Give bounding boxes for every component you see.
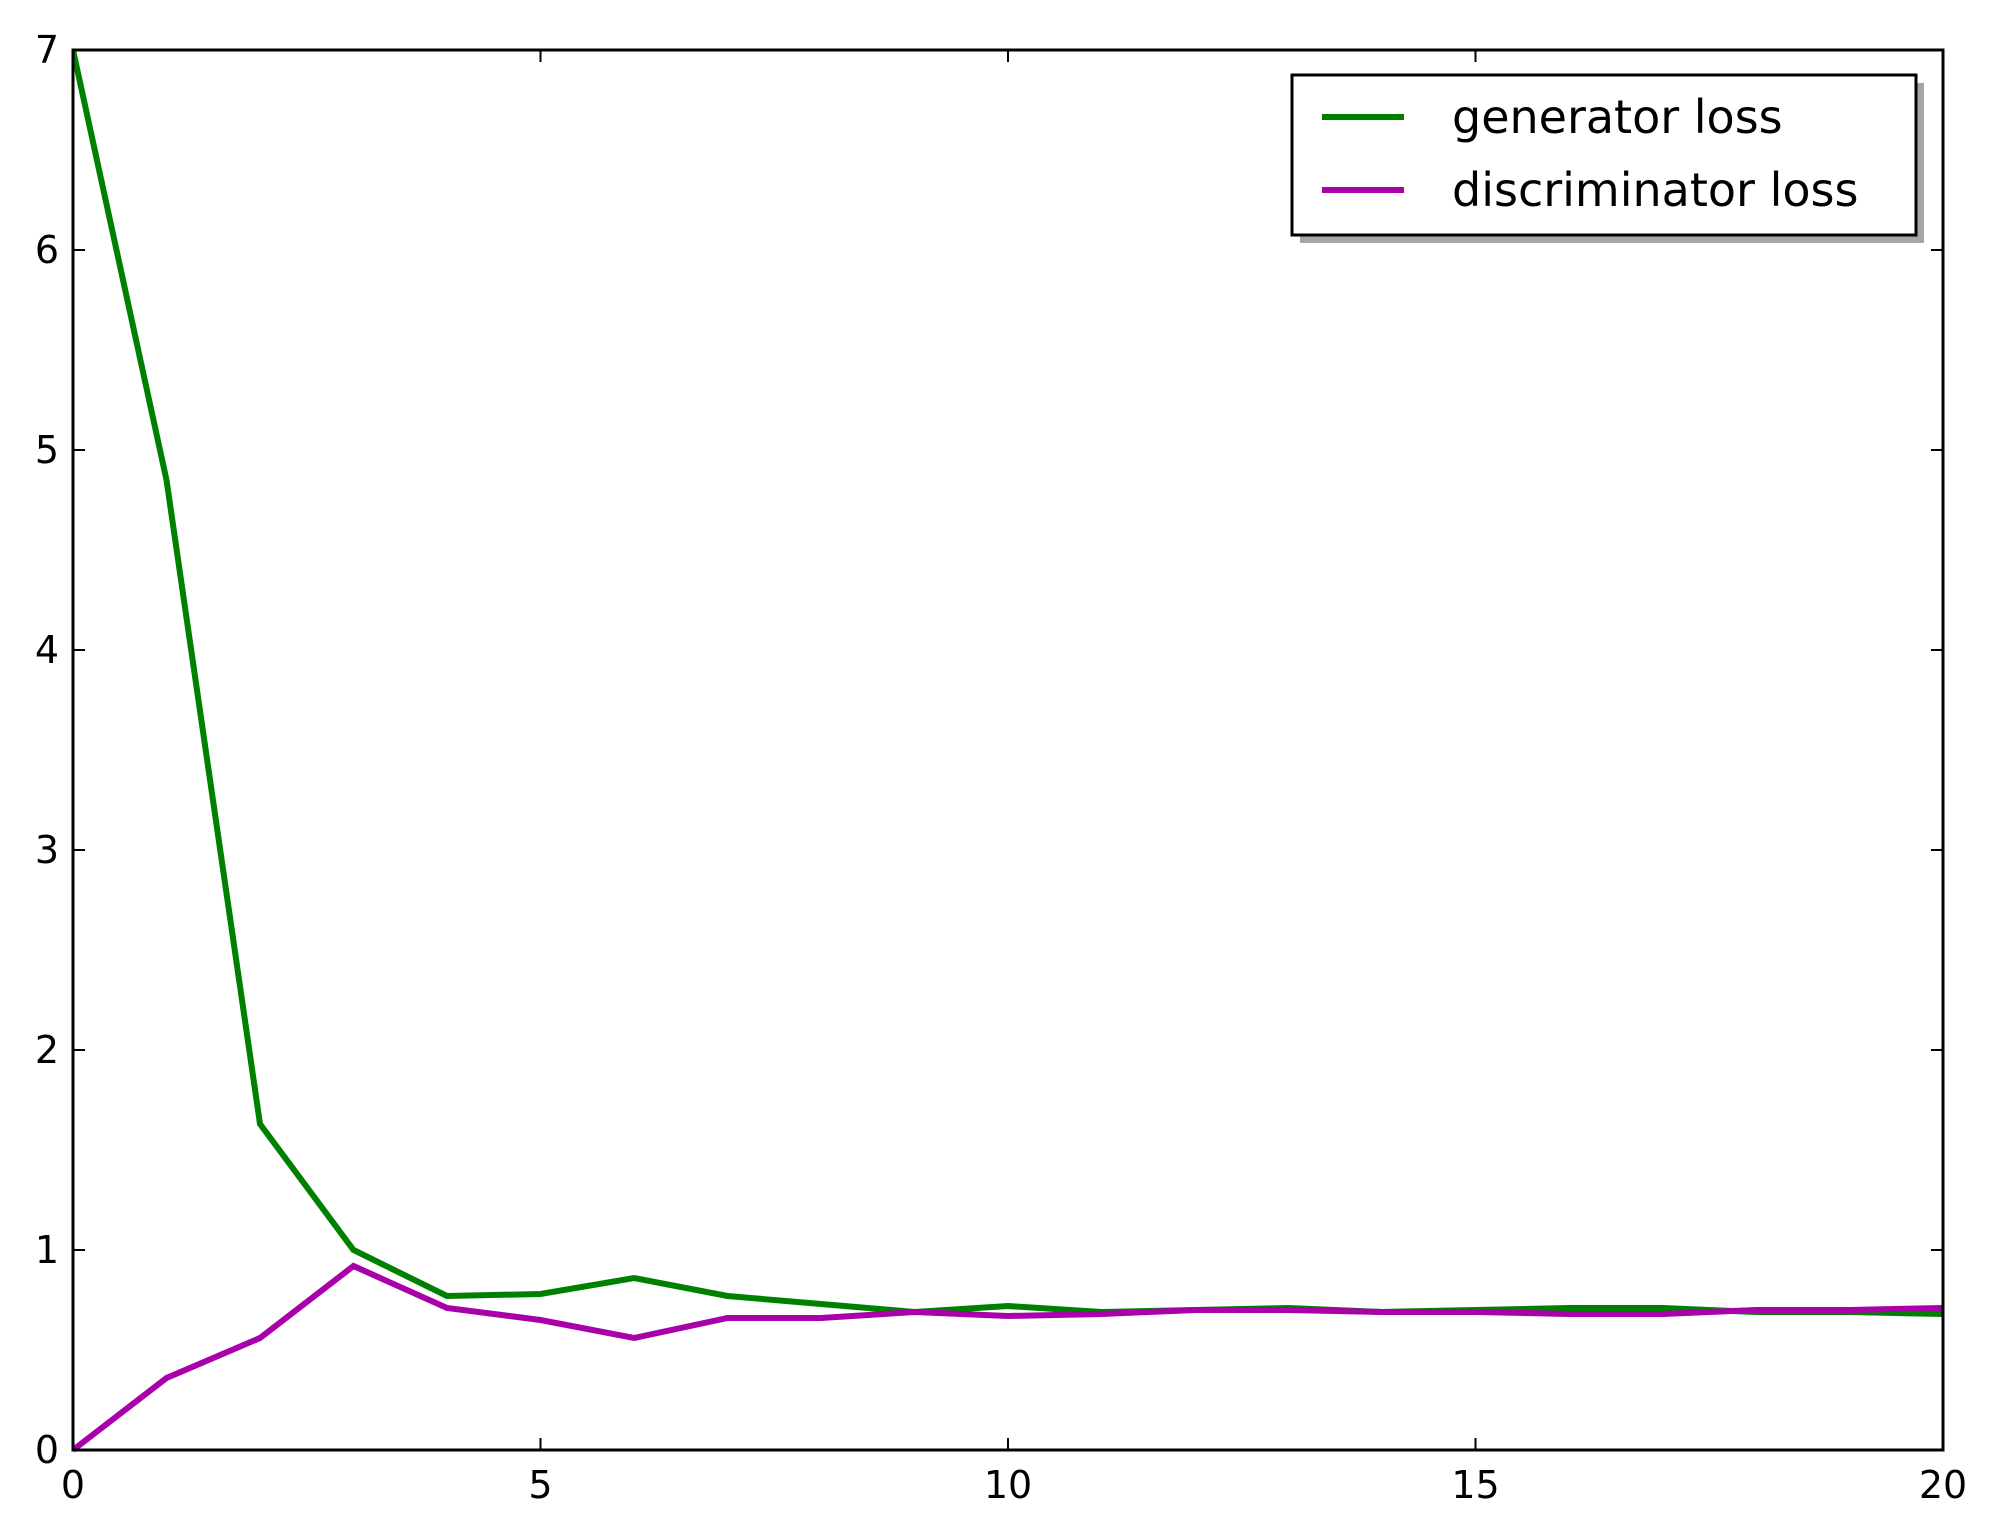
x-tick-label: 0 xyxy=(61,1463,85,1507)
legend-box xyxy=(1290,73,1918,237)
y-tick-label: 1 xyxy=(35,1228,59,1272)
plot-area xyxy=(73,50,1943,1450)
legend: generator loss discriminator loss xyxy=(1290,73,1924,243)
x-tick-label: 10 xyxy=(984,1463,1032,1507)
y-tick-label: 2 xyxy=(35,1028,59,1072)
y-tick-label: 3 xyxy=(35,828,59,872)
legend-label-discriminator-loss: discriminator loss xyxy=(1452,163,1858,217)
series-line-generator-loss xyxy=(73,49,1943,1317)
x-tick-label: 5 xyxy=(528,1463,552,1507)
y-tick-label: 4 xyxy=(35,628,59,672)
plot-background xyxy=(73,50,1943,1450)
x-tick-label: 15 xyxy=(1451,1463,1499,1507)
y-tick-label: 6 xyxy=(35,228,59,272)
y-tick-label: 0 xyxy=(35,1428,59,1472)
ticks-layer: 0 5 10 15 20 0 1 2 3 4 5 6 7 xyxy=(35,28,1967,1507)
x-tick-label: 20 xyxy=(1919,1463,1967,1507)
y-tick-label: 7 xyxy=(35,28,59,72)
y-tick-label: 5 xyxy=(35,428,59,472)
series-layer xyxy=(73,49,1943,1453)
series-line-discriminator-loss xyxy=(73,1262,1943,1453)
legend-label-generator-loss: generator loss xyxy=(1452,90,1783,144)
